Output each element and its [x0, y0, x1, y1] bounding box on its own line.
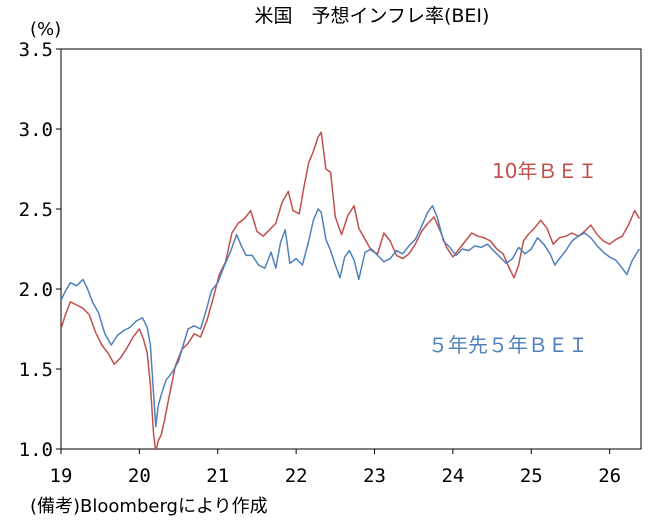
- series-line-5y5y-bei: [61, 205, 641, 428]
- x-tick-label: 23: [363, 465, 386, 487]
- series-line-10y-bei: [61, 131, 641, 449]
- x-tick-label: 24: [441, 465, 464, 487]
- x-tick-label: 19: [50, 465, 73, 487]
- x-tick-label: 20: [128, 465, 151, 487]
- source-note: (備考)Bloombergにより作成: [30, 496, 268, 517]
- series-label-5y5y-bei: ５年先５年ＢＥＩ: [428, 333, 588, 357]
- y-tick-label: 2.5: [19, 199, 53, 221]
- y-tick-label: 3.0: [19, 119, 53, 141]
- y-axis-unit: (%): [30, 19, 61, 40]
- x-tick-label: 26: [598, 465, 621, 487]
- x-tick-label: 22: [285, 465, 308, 487]
- y-tick-label: 1.5: [19, 359, 53, 381]
- x-tick-label: 21: [206, 465, 229, 487]
- x-axis-ticks: 19 20 21 22 23 24 25 26: [50, 449, 621, 487]
- y-tick-label: 2.0: [19, 279, 53, 301]
- x-tick-label: 25: [520, 465, 543, 487]
- y-axis-ticks: 3.5 3.0 2.5 2.0 1.5 1.0: [19, 39, 61, 461]
- series-lines: [61, 131, 641, 449]
- y-tick-label: 1.0: [19, 439, 53, 461]
- plot-area-frame: [60, 48, 642, 450]
- chart-title: 米国 予想インフレ率(BEI): [255, 5, 490, 27]
- y-tick-label: 3.5: [19, 39, 53, 61]
- series-label-10y-bei: 10年ＢＥＩ: [492, 159, 597, 183]
